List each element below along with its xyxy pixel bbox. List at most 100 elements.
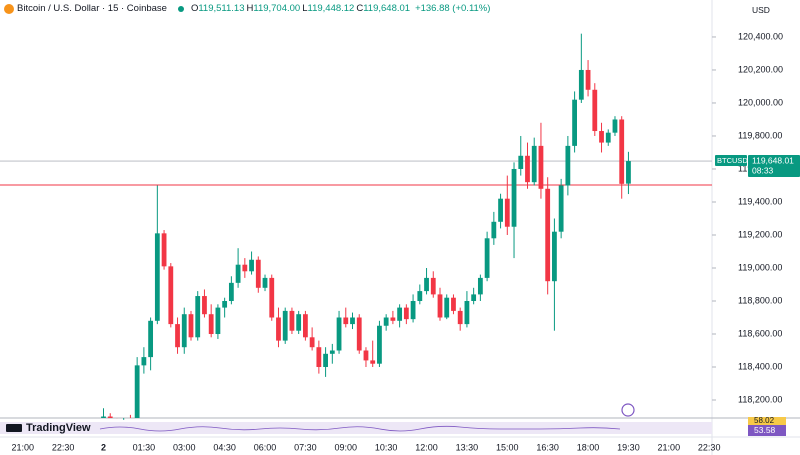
symbol-label: BTCUSD (717, 156, 748, 165)
candle-body (161, 233, 167, 267)
change: +136.88 (+0.11%) (415, 3, 491, 14)
candle-body (242, 264, 248, 272)
candle-body (316, 347, 322, 368)
x-tick-label: 2 (101, 442, 106, 452)
ohlc-key: H (246, 3, 254, 14)
y-tick-label: 120,000.00 (738, 97, 783, 107)
candle-body (498, 198, 503, 222)
x-tick-label: 19:30 (617, 442, 640, 452)
candle-body (309, 337, 315, 348)
candle-body (605, 132, 611, 143)
x-tick-label: 22:30 (52, 442, 75, 452)
y-tick-label: 119,000.00 (738, 262, 782, 272)
candle-body (350, 317, 355, 325)
symbol-title[interactable]: Bitcoin / U.S. Dollar · 15 · Coinbase (17, 3, 167, 14)
candle-body (545, 188, 551, 282)
candle-body (208, 314, 214, 335)
candle-body (619, 119, 625, 184)
y-tick-label: 119,800.00 (738, 130, 782, 140)
candle-body (175, 324, 180, 348)
candle-body (578, 69, 584, 100)
candle-body (303, 314, 308, 338)
countdown-label: 08:33 (752, 165, 774, 175)
x-tick-label: 04:30 (213, 442, 236, 452)
x-tick-label: 15:00 (496, 442, 519, 452)
status-dot (177, 5, 184, 12)
candle-body (417, 291, 423, 301)
candle-body (471, 294, 477, 301)
candle-body (329, 350, 335, 354)
candle-body (101, 416, 106, 418)
y-tick-label: 118,800.00 (738, 295, 782, 305)
x-tick-label: 12:00 (415, 442, 438, 452)
candle-body (484, 238, 490, 278)
x-tick-label: 22:30 (698, 442, 721, 452)
candle-body (235, 264, 241, 283)
candle-body (504, 198, 510, 227)
candle-body (228, 282, 234, 301)
candle-body (437, 294, 443, 318)
candle-body (552, 231, 557, 282)
candle-body (289, 310, 295, 331)
x-tick-label: 07:30 (294, 442, 317, 452)
indicator-box (748, 417, 786, 425)
x-tick-label: 21:00 (658, 442, 681, 452)
candle-body (215, 307, 221, 335)
indicator-band (0, 422, 712, 434)
y-tick-label: 120,200.00 (738, 64, 783, 74)
candle-body (451, 297, 456, 311)
price-box (748, 155, 800, 178)
y-tick-label: 119,200.00 (738, 229, 782, 239)
candle-body (323, 353, 328, 368)
candle-body (511, 168, 517, 227)
currency[interactable]: USD (752, 5, 770, 15)
y-tick-label: 119,400.00 (738, 196, 782, 206)
ohlc-key: C (356, 3, 364, 14)
candle-body (141, 357, 147, 366)
candle-body (134, 365, 140, 418)
candle-body (383, 317, 389, 326)
coin-icon (4, 3, 14, 14)
candle-body (249, 259, 254, 272)
replay-icon (621, 403, 635, 417)
candle-body (565, 145, 571, 186)
indicator-box (748, 425, 786, 436)
candle-body (188, 314, 194, 338)
candle-body (390, 317, 396, 321)
candle-body (572, 99, 577, 146)
candle-body (525, 155, 530, 183)
x-tick-label: 09:00 (335, 442, 358, 452)
x-tick-label: 16:30 (536, 442, 559, 452)
ohlc-value: 119,448.12 (307, 3, 355, 14)
candle-body (491, 221, 497, 239)
candle-body (107, 416, 113, 418)
candle-body (343, 317, 349, 325)
ohlc-value: 119,511.13 (198, 3, 245, 14)
candle-body (202, 296, 207, 315)
candle-body (181, 314, 187, 348)
candle-body (626, 161, 631, 184)
candle-body (255, 259, 261, 288)
candle-body (403, 307, 409, 320)
candle-body (356, 317, 362, 351)
candle-body (457, 310, 463, 325)
x-tick-label: 06:00 (254, 442, 277, 452)
candle-body (336, 317, 342, 351)
x-tick-label: 21:00 (11, 442, 34, 452)
candle-body (168, 266, 174, 325)
symbol-box (715, 155, 747, 167)
candle-body (430, 277, 436, 295)
indicator-value: 58.02 (754, 416, 775, 425)
candle-body (148, 320, 154, 358)
candle-body (222, 300, 228, 308)
brand-logo (6, 424, 22, 432)
brand: TradingView (26, 422, 91, 434)
legend-header: Bitcoin / U.S. Dollar · 15 · Coinbase O1… (4, 3, 492, 14)
candle-body (599, 131, 604, 143)
candle-body (424, 277, 429, 292)
candle-body (585, 69, 591, 90)
candle-body (154, 233, 160, 321)
y-tick-label: 118,200.00 (738, 394, 782, 404)
candle-body (538, 145, 544, 189)
